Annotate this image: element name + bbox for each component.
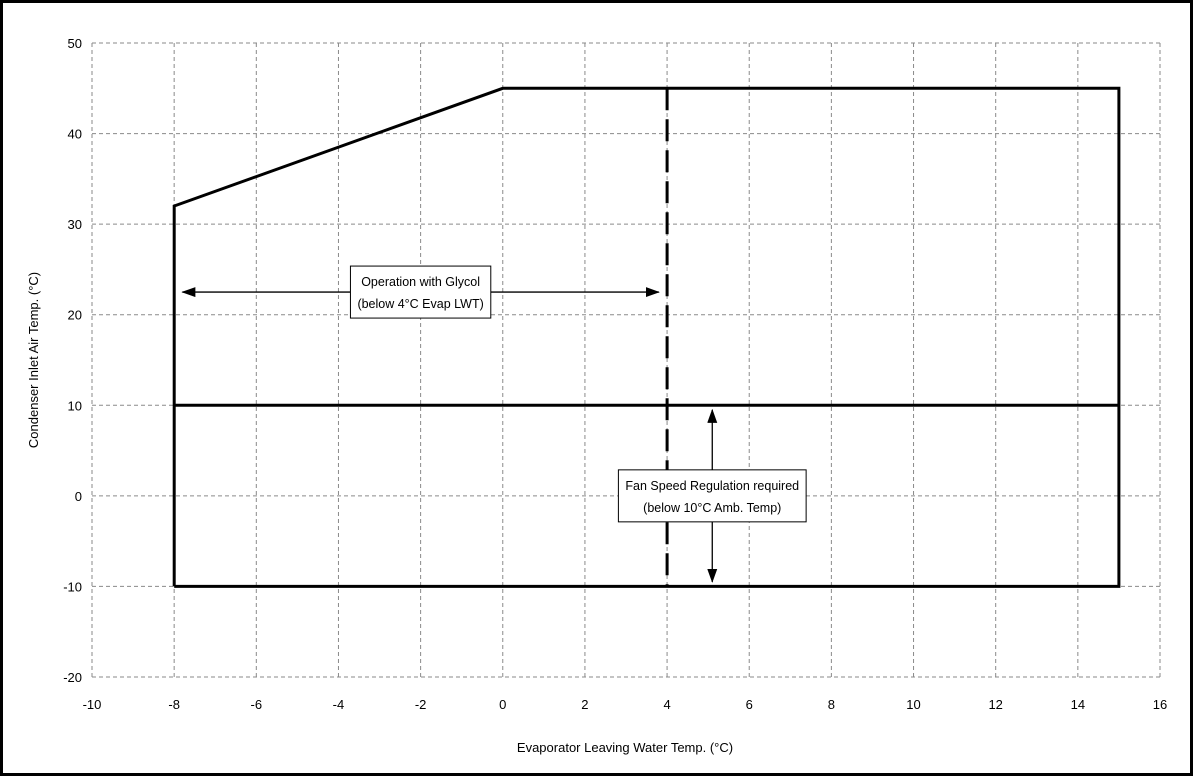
annotation-box-fan: Fan Speed Regulation required (below 10°C… <box>617 469 807 523</box>
x-axis-label: Evaporator Leaving Water Temp. (°C) <box>517 740 733 755</box>
y-tick-label: 50 <box>68 36 82 51</box>
tick-labels: -10 -8 -6 -4 -2 0 2 4 6 8 10 12 14 1650403020100-10-2… <box>63 36 1167 712</box>
annotation-text: (below 10°C Amb. Temp) <box>643 501 781 515</box>
x-tick-label: 8 <box>828 697 835 712</box>
y-tick-label: -10 <box>63 579 82 594</box>
x-tick-label: -6 <box>251 697 263 712</box>
annotation-text: Fan Speed Regulation required <box>625 479 799 493</box>
x-tick-label: 14 <box>1071 697 1085 712</box>
x-tick-label: -10 <box>83 697 102 712</box>
y-tick-label: 20 <box>68 308 82 323</box>
x-tick-label: 12 <box>988 697 1002 712</box>
x-tick-label: 4 <box>663 697 670 712</box>
x-tick-label: -4 <box>333 697 345 712</box>
x-tick-label: 2 <box>581 697 588 712</box>
y-tick-label: -20 <box>63 670 82 685</box>
y-tick-label: 40 <box>68 127 82 142</box>
x-tick-label: 0 <box>499 697 506 712</box>
annotation-frame <box>617 469 807 523</box>
x-tick-label: 10 <box>906 697 920 712</box>
y-axis-label: Condenser Inlet Air Temp. (°C) <box>26 272 41 448</box>
envelope-line <box>172 86 1121 588</box>
y-tick-label: 0 <box>75 489 82 504</box>
grid <box>91 42 1161 678</box>
annotations: Operation with Glycol (below 4°C Evap LWT… <box>181 265 807 583</box>
annotation-text: (below 4°C Evap LWT) <box>357 297 483 311</box>
annotation-box-glycol: Operation with Glycol (below 4°C Evap LWT… <box>349 265 492 319</box>
x-tick-label: -8 <box>168 697 180 712</box>
y-tick-label: 10 <box>68 398 82 413</box>
annotation-text: Operation with Glycol <box>361 275 480 289</box>
annotation-frame <box>349 265 492 319</box>
x-tick-label: 6 <box>746 697 753 712</box>
y-tick-label: 30 <box>68 217 82 232</box>
x-tick-label: 16 <box>1153 697 1167 712</box>
x-tick-label: -2 <box>415 697 427 712</box>
